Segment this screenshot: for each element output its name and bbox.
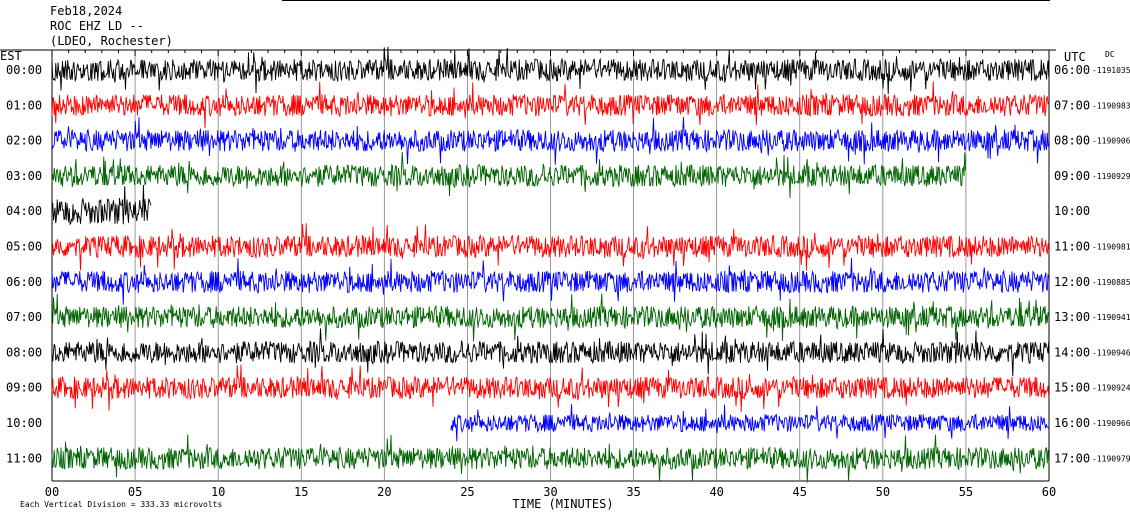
dc-offset-label: -1190981 [1092,243,1130,252]
utc-hour-label: 12:00 [1054,275,1090,289]
x-tick-label: 00 [45,485,59,499]
est-hour-label: 11:00 [6,451,42,465]
x-tick-label: 35 [626,485,640,499]
trace-row-04:00 [51,185,152,226]
trace-row-05:00 [51,223,1050,271]
x-tick-label: 10 [211,485,225,499]
est-hour-label: 02:00 [6,134,42,148]
est-axis-title: EST [0,49,22,63]
utc-hour-label: 17:00 [1054,451,1090,465]
trace-row-01:00 [51,81,1050,129]
x-tick-label: 30 [543,485,557,499]
header-station: ROC EHZ LD -- [50,19,144,33]
utc-hour-label: 13:00 [1054,310,1090,324]
trace-row-03:00 [51,151,966,199]
trace-row-07:00 [51,293,1050,342]
dc-offset-label: -1190983 [1092,101,1130,110]
utc-hour-label: 10:00 [1054,204,1090,218]
utc-hour-label: 08:00 [1054,134,1090,148]
dc-offset-label: -1190946 [1092,348,1130,357]
est-hour-label: 08:00 [6,345,42,359]
trace-row-11:00 [51,434,1050,483]
x-tick-label: 45 [793,485,807,499]
dc-offset-label: -1190979 [1092,454,1130,463]
utc-hour-label: 11:00 [1054,240,1090,254]
dc-offset-label: -1190906 [1092,137,1130,146]
x-tick-label: 05 [128,485,142,499]
utc-axis-title: UTC [1064,50,1086,64]
est-hour-label: 00:00 [6,63,42,77]
x-tick-label: 50 [876,485,890,499]
scale-note: Each Vertical Division = 333.33 microvol… [20,500,223,509]
trace-row-08:00 [51,328,1050,377]
trace-row-06:00 [51,257,1050,305]
est-hour-label: 06:00 [6,275,42,289]
x-tick-label: 20 [377,485,391,499]
trace-row-02:00 [51,117,1050,165]
est-hour-label: 01:00 [6,98,42,112]
trace-row-00:00 [51,46,1050,95]
dc-offset-label: -1190966 [1092,419,1130,428]
header-network: (LDEO, Rochester) [50,34,173,48]
utc-hour-label: 07:00 [1054,98,1090,112]
est-hour-label: 09:00 [6,381,42,395]
est-hour-label: 04:00 [6,204,42,218]
seismogram-traces [51,46,1050,483]
dc-offset-label: -1190924 [1092,384,1130,393]
trace-row-10:00 [450,404,1049,442]
est-hour-label: 05:00 [6,240,42,254]
dc-offset-label: -1190929 [1092,172,1130,181]
x-tick-label: 40 [709,485,723,499]
x-tick-label: 25 [460,485,474,499]
x-tick-label: 15 [294,485,308,499]
header-date: Feb18,2024 [50,4,123,18]
utc-hour-label: 15:00 [1054,381,1090,395]
utc-hour-label: 06:00 [1054,63,1090,77]
utc-hour-label: 16:00 [1054,416,1090,430]
x-tick-label: 60 [1042,485,1056,499]
axis-labels: 00 05 10 15 20 25 30 35 40 45 50 55 60 TIME (MINUTES)… [0,49,1130,511]
dc-offset-label: -1191035 [1092,66,1130,75]
utc-hour-label: 09:00 [1054,169,1090,183]
x-axis-label: TIME (MINUTES) [512,497,613,511]
est-hour-label: 03:00 [6,169,42,183]
dc-label: DC [1105,50,1115,59]
est-hour-label: 10:00 [6,416,42,430]
dc-offset-label: -1190885 [1092,278,1130,287]
trace-row-09:00 [51,364,1050,412]
utc-hour-label: 14:00 [1054,345,1090,359]
x-tick-label: 55 [959,485,973,499]
dc-offset-label: -1190941 [1092,313,1130,322]
est-hour-label: 07:00 [6,310,42,324]
